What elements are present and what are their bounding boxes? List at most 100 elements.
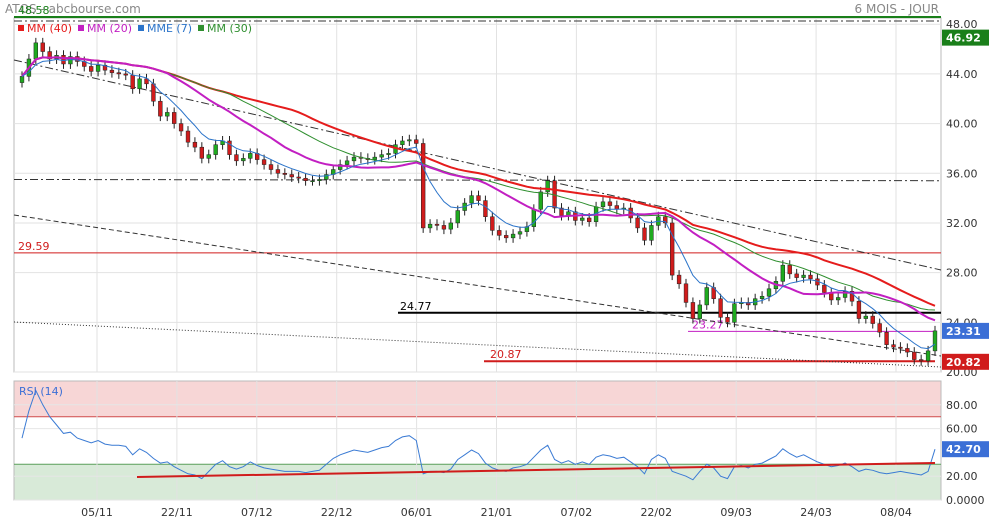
candle [455,210,460,224]
y-tick-label: 28.00 [946,267,978,280]
candle [835,297,841,301]
candle [628,207,633,219]
rsi-label: RSI (14) [19,385,63,398]
candle [151,83,156,102]
candle [905,348,910,353]
candle [400,140,405,145]
x-tick-label: 07/12 [241,506,273,519]
candle [649,225,654,241]
candle [483,200,488,217]
level-label: 24.77 [400,300,432,313]
legend-label: MM (20) [87,22,132,35]
candle [884,332,889,345]
price-panel [13,17,942,373]
y-tick-label: 36.00 [946,167,978,180]
candle [165,112,170,117]
candle [842,291,848,298]
candle [199,146,205,159]
candle [234,154,239,162]
candle [683,283,689,303]
candle [704,287,709,306]
candle [123,73,128,76]
x-tick-label: 22/02 [640,506,672,519]
candle [95,64,101,72]
candle [88,66,94,72]
candle [490,216,495,231]
legend-label: MM (40) [27,22,72,35]
x-tick-label: 24/03 [800,506,832,519]
candle [856,300,862,319]
level-label: 23.27 [692,318,724,331]
candle [600,201,606,208]
candle [497,230,502,236]
ma30-line [21,56,936,311]
candle [40,42,45,52]
candle [801,274,806,278]
candle [932,330,938,352]
trendline [13,214,942,357]
candle [746,302,751,306]
candle [925,350,931,362]
price-tag-label: 23.31 [946,325,981,338]
candle [663,216,668,224]
rsi-tick-label: 60.00 [946,423,978,436]
price-tag-label: 46.92 [946,32,981,45]
trendline [13,59,942,271]
rsi-oversold-zone [14,464,941,500]
candle [732,303,737,323]
chart-title: ATOS - abcbourse.com [5,2,141,16]
x-tick-label: 22/11 [161,506,193,519]
level-label: 48.58 [18,4,50,17]
rsi-trendline [136,462,936,478]
candle [870,315,875,324]
y-tick-label: 44.00 [946,68,978,81]
x-tick-label: 05/11 [81,506,113,519]
y-tick-label: 32.00 [946,217,978,230]
price-tag-label: 20.82 [946,356,981,369]
legend-swatch [18,25,24,31]
candle [614,205,620,210]
candle [434,223,440,226]
candle [206,154,211,159]
candle [61,55,66,65]
candle [282,173,288,175]
rsi-line [21,389,936,481]
rsi-tick-label: 80.00 [946,399,978,412]
candle [241,158,246,162]
candle [877,323,882,333]
candle [690,302,696,319]
candle [580,217,585,221]
candle [822,284,827,293]
chart-period: 6 MOIS - JOUR [854,2,939,16]
candle [780,264,786,282]
candle [808,274,813,280]
candle [697,304,703,319]
candle [19,76,25,83]
candle [476,195,481,201]
x-tick-label: 07/02 [561,506,593,519]
candle [47,51,52,60]
candle [158,100,163,117]
candle [414,139,419,144]
candle [448,222,454,230]
candle [918,359,924,362]
level-label: 20.87 [490,348,522,361]
candle [248,153,253,159]
candle [898,346,903,349]
x-tick-label: 06/01 [401,506,433,519]
candle [725,317,730,323]
price-tag [942,29,989,46]
candle [324,174,329,180]
candle [759,295,765,299]
legend-swatch [78,25,84,31]
rsi-value-label: 42.70 [946,443,981,456]
candle [379,154,384,158]
y-tick-label: 40.00 [946,118,978,131]
candle [503,235,509,239]
candle [787,264,792,275]
candle [261,159,267,165]
candle [344,160,350,165]
candle [289,174,294,178]
candle [538,191,543,210]
